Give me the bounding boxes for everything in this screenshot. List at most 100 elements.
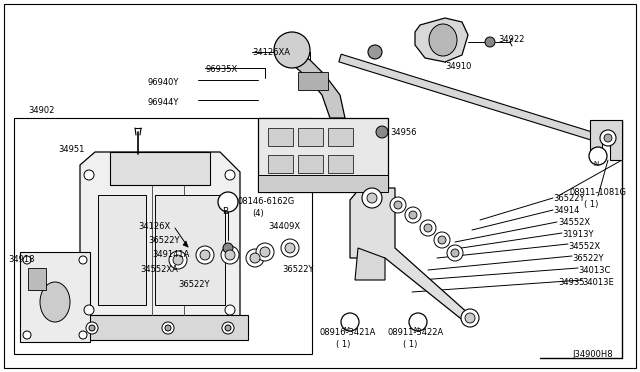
Text: 08916-3421A: 08916-3421A — [320, 328, 376, 337]
Bar — [28, 268, 46, 290]
Text: 08911-1081G: 08911-1081G — [570, 188, 627, 197]
Circle shape — [390, 197, 406, 213]
Bar — [268, 128, 293, 146]
Text: J34900H8: J34900H8 — [572, 350, 612, 359]
Circle shape — [434, 232, 450, 248]
Circle shape — [367, 193, 377, 203]
Text: 34552X: 34552X — [568, 242, 600, 251]
Circle shape — [169, 251, 187, 269]
Text: 34409X: 34409X — [268, 222, 300, 231]
Text: 34910: 34910 — [445, 62, 472, 71]
Circle shape — [341, 313, 359, 331]
Text: ( 1): ( 1) — [584, 200, 598, 209]
Circle shape — [368, 45, 382, 59]
Text: 34552X: 34552X — [558, 218, 590, 227]
Polygon shape — [20, 252, 90, 342]
Circle shape — [485, 37, 495, 47]
Circle shape — [79, 331, 87, 339]
Polygon shape — [183, 241, 188, 247]
Text: 34552XA: 34552XA — [140, 265, 178, 274]
Circle shape — [281, 239, 299, 257]
Text: 31913Y: 31913Y — [562, 230, 593, 239]
Circle shape — [23, 256, 31, 264]
Circle shape — [420, 220, 436, 236]
Text: 34902: 34902 — [28, 106, 54, 115]
Circle shape — [250, 253, 260, 263]
Text: 34013E: 34013E — [582, 278, 614, 287]
Text: N: N — [593, 161, 598, 167]
Text: 34126X: 34126X — [138, 222, 170, 231]
Polygon shape — [258, 118, 388, 192]
Circle shape — [218, 192, 238, 212]
Circle shape — [589, 147, 607, 165]
Text: (4): (4) — [252, 209, 264, 218]
Circle shape — [409, 313, 427, 331]
Circle shape — [86, 322, 98, 334]
Circle shape — [438, 236, 446, 244]
Text: 34951: 34951 — [58, 145, 84, 154]
Bar — [298, 128, 323, 146]
Circle shape — [409, 211, 417, 219]
Text: 96944Y: 96944Y — [148, 98, 179, 107]
Polygon shape — [110, 152, 210, 185]
Circle shape — [162, 322, 174, 334]
Text: ( 1): ( 1) — [403, 340, 417, 349]
Circle shape — [362, 188, 382, 208]
Polygon shape — [590, 120, 622, 160]
Circle shape — [225, 250, 235, 260]
Circle shape — [246, 249, 264, 267]
Ellipse shape — [429, 24, 457, 56]
Circle shape — [84, 170, 94, 180]
Text: B: B — [222, 207, 228, 216]
Circle shape — [285, 243, 295, 253]
Circle shape — [394, 201, 402, 209]
Circle shape — [260, 247, 270, 257]
Polygon shape — [286, 50, 345, 118]
Text: 96940Y: 96940Y — [148, 78, 179, 87]
Circle shape — [424, 224, 432, 232]
Text: 34918: 34918 — [8, 255, 35, 264]
Circle shape — [223, 243, 233, 253]
Circle shape — [89, 325, 95, 331]
Bar — [298, 72, 328, 90]
Circle shape — [461, 309, 479, 327]
Bar — [14, 118, 312, 354]
Bar — [328, 128, 353, 146]
Text: 96935X: 96935X — [205, 65, 237, 74]
Text: 34956: 34956 — [390, 128, 417, 137]
Text: 08146-6162G: 08146-6162G — [238, 197, 295, 206]
Text: ( 1): ( 1) — [336, 340, 350, 349]
Text: 08911-3422A: 08911-3422A — [388, 328, 444, 337]
Text: 34935: 34935 — [558, 278, 584, 287]
Circle shape — [447, 245, 463, 261]
Polygon shape — [415, 18, 468, 62]
Circle shape — [79, 256, 87, 264]
Text: 36522Y: 36522Y — [148, 236, 179, 245]
Text: 34126XA: 34126XA — [252, 48, 290, 57]
Circle shape — [173, 255, 183, 265]
Polygon shape — [80, 152, 240, 322]
Circle shape — [405, 207, 421, 223]
Bar — [258, 175, 388, 192]
Polygon shape — [350, 188, 470, 322]
Circle shape — [225, 325, 231, 331]
Text: 36522Y: 36522Y — [553, 194, 584, 203]
Text: 34914: 34914 — [553, 206, 579, 215]
Circle shape — [604, 134, 612, 142]
Bar — [298, 155, 323, 173]
Circle shape — [274, 32, 310, 68]
Polygon shape — [72, 315, 248, 340]
Text: N: N — [413, 327, 419, 333]
Circle shape — [600, 130, 616, 146]
Circle shape — [465, 313, 475, 323]
Text: 36522Y: 36522Y — [282, 265, 314, 274]
Circle shape — [256, 243, 274, 261]
Text: M: M — [343, 327, 349, 333]
Ellipse shape — [40, 282, 70, 322]
Circle shape — [84, 305, 94, 315]
Bar — [98, 195, 146, 305]
Bar — [268, 155, 293, 173]
Text: 34922: 34922 — [498, 35, 524, 44]
Circle shape — [451, 249, 459, 257]
Polygon shape — [355, 248, 385, 280]
